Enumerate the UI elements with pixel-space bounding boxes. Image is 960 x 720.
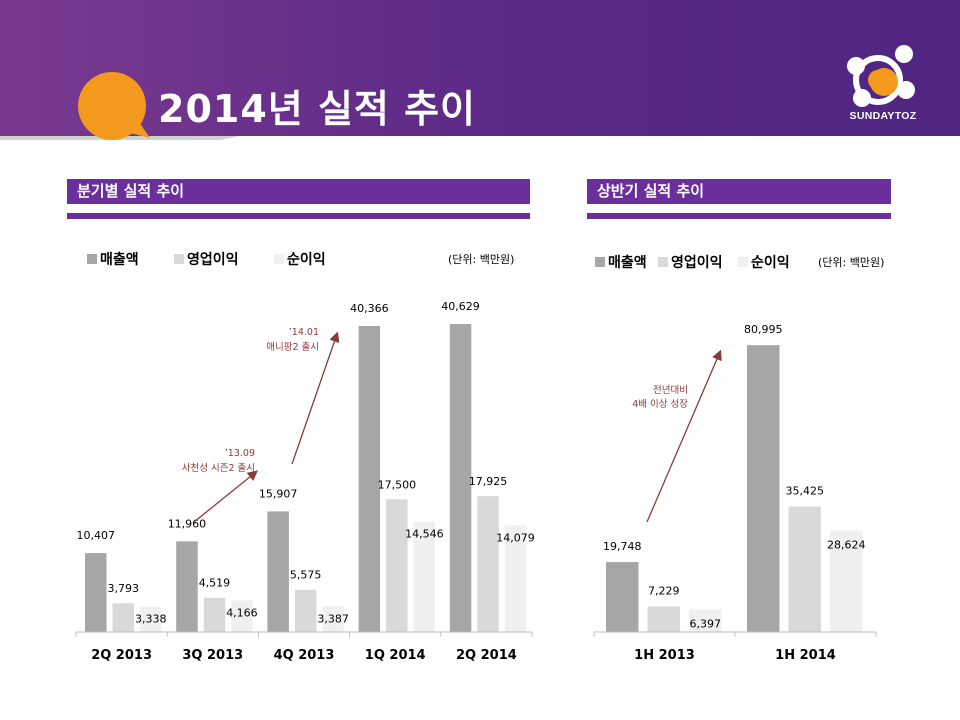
legend-swatch-sales <box>595 257 605 267</box>
bar-op-income <box>788 506 821 632</box>
legend: 매출액 영업이익 순이익 (단위: 백만원) <box>595 254 884 271</box>
bar-net-income <box>231 600 253 632</box>
bar-net-income <box>689 609 722 632</box>
legend-swatch-net-income <box>274 254 284 264</box>
value-label-sales: 40,629 <box>441 300 480 313</box>
bar-op-income <box>203 597 226 632</box>
section-title-quarterly: 분기별 실적 추이 <box>67 179 530 204</box>
value-label-net-income: 14,546 <box>405 528 444 541</box>
value-label-net-income: 4,166 <box>226 606 258 619</box>
value-label-net-income: 28,624 <box>827 539 866 552</box>
legend-swatch-sales <box>87 254 97 264</box>
legend-swatch-net-income <box>738 257 748 267</box>
annotation-arrow-growth <box>646 349 722 523</box>
value-label-op-income: 5,575 <box>290 569 322 582</box>
value-label-sales: 10,407 <box>77 529 116 542</box>
value-label-op-income: 4,519 <box>199 577 231 590</box>
value-label-op-income: 17,925 <box>469 475 508 488</box>
speech-bubble-icon <box>78 72 150 140</box>
x-tick-label: 1H 2013 <box>634 648 695 663</box>
legend-label-op-income: 영업이익 <box>671 254 723 271</box>
legend-swatch-op-income <box>658 257 668 267</box>
value-label-sales: 80,995 <box>744 323 783 336</box>
legend-label-sales: 매출액 <box>608 254 647 271</box>
half-year-chart: 매출액 영업이익 순이익 (단위: 백만원) 19,748 7,229 6,397 8… <box>593 254 884 663</box>
x-tick-label: 1Q 2014 <box>365 648 426 663</box>
legend-label-net-income: 순이익 <box>287 251 326 268</box>
page-title: 2014년 실적 추이 <box>158 87 477 131</box>
bar-op-income <box>647 606 680 632</box>
section-underline-half <box>587 213 891 219</box>
bar-sales <box>358 325 381 632</box>
annotation-text-1: 사천성 시즌2 출시 <box>182 463 255 474</box>
quarterly-chart: 매출액 영업이익 순이익 (단위: 백만원) 10,407 3,793 3,338 1… <box>75 251 535 663</box>
annotation-arrow-2 <box>291 331 340 465</box>
value-label-sales: 40,366 <box>350 302 389 315</box>
legend-label-sales: 매출액 <box>100 251 139 268</box>
x-tick-label: 1H 2014 <box>775 648 836 663</box>
annotation-arrows: ’13.09 사천성 시즌2 출시 ’14.01 애니팡2 출시 <box>182 327 340 523</box>
bar-op-income <box>477 496 499 632</box>
value-label-op-income: 35,425 <box>786 485 825 498</box>
logo-text: SUNDAYTOZ <box>849 110 917 122</box>
header-background <box>0 0 960 136</box>
legend-swatch-op-income <box>174 254 184 264</box>
annotation-arrows: 전년대비 4배 이상 성장 <box>632 349 722 523</box>
bar-sales <box>176 541 198 632</box>
annotation-date-1: ’13.09 <box>225 448 255 459</box>
bar-net-income <box>413 521 436 632</box>
bar-sales <box>267 511 289 632</box>
annotation-arrow-1 <box>193 470 259 523</box>
bar-net-income <box>830 530 863 632</box>
annotation-line-1: 전년대비 <box>653 385 688 396</box>
bar-op-income <box>112 603 134 632</box>
legend-label-op-income: 영업이익 <box>187 251 239 268</box>
value-label-op-income: 17,500 <box>378 478 417 491</box>
x-tick-label: 2Q 2014 <box>456 648 517 663</box>
value-label-net-income: 14,079 <box>496 531 535 544</box>
bar-sales <box>449 323 472 632</box>
value-label-sales: 19,748 <box>603 540 642 553</box>
value-label-net-income: 3,338 <box>135 613 167 626</box>
unit-label: (단위: 백만원) <box>818 256 884 269</box>
legend-label-net-income: 순이익 <box>751 254 790 271</box>
x-tick-label: 4Q 2013 <box>274 648 335 663</box>
bar-op-income <box>386 499 408 632</box>
value-label-net-income: 3,387 <box>317 612 349 625</box>
section-underline-quarterly <box>67 213 530 219</box>
sundaytoz-logo <box>847 45 915 107</box>
value-label-net-income: 6,397 <box>690 617 722 630</box>
section-title-half: 상반기 실적 추이 <box>587 179 891 204</box>
bar-sales <box>606 562 639 632</box>
bar-sales <box>85 553 107 632</box>
annotation-text-2: 애니팡2 출시 <box>266 342 319 353</box>
value-label-sales: 15,907 <box>259 487 298 500</box>
bar-net-income <box>322 606 344 632</box>
x-tick-label: 3Q 2013 <box>182 648 243 663</box>
unit-label: (단위: 백만원) <box>448 253 514 266</box>
annotation-line-2: 4배 이상 성장 <box>632 399 688 410</box>
value-label-op-income: 7,229 <box>648 584 680 597</box>
bar-net-income <box>504 525 527 632</box>
annotation-date-2: ’14.01 <box>289 327 319 338</box>
legend: 매출액 영업이익 순이익 (단위: 백만원) <box>87 251 514 268</box>
x-tick-label: 2Q 2013 <box>91 648 152 663</box>
bar-sales <box>747 345 780 632</box>
bar-op-income <box>294 589 317 632</box>
header-banner <box>0 0 960 140</box>
bar-net-income <box>140 606 162 632</box>
value-label-op-income: 3,793 <box>108 582 140 595</box>
value-label-sales: 11,960 <box>168 517 207 530</box>
